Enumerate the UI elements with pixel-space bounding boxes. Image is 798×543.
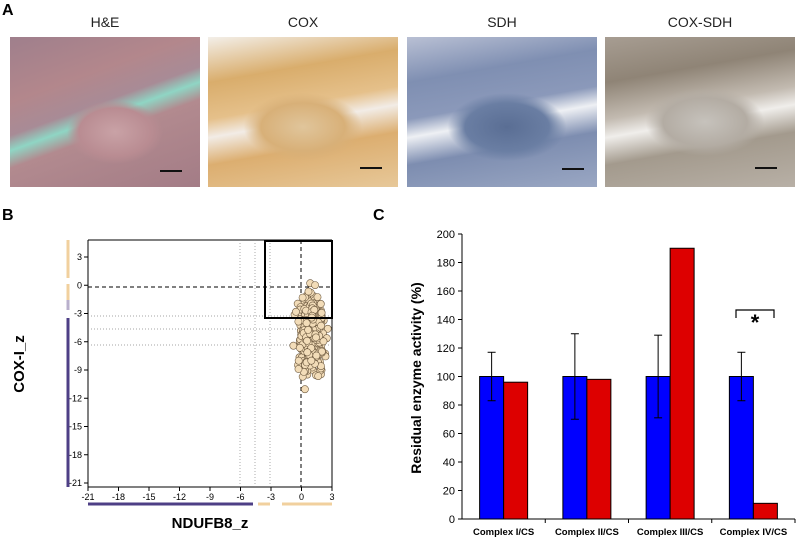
scatter-point (300, 385, 309, 394)
c-y-tick-label: 20 (443, 486, 455, 498)
panel-b-label: B (2, 207, 14, 224)
scatter-point (303, 336, 311, 345)
c-y-tick-label: 140 (437, 315, 455, 327)
y-tick-label: -12 (69, 393, 82, 403)
x-tick-label: -9 (206, 492, 214, 502)
cox-title: COX (287, 14, 319, 30)
c-y-tick-label: 0 (449, 514, 455, 526)
scatter-point (294, 365, 303, 373)
significance-bracket (735, 309, 775, 318)
c-category-label: Complex II/CS (555, 527, 619, 538)
scatter-point (304, 287, 313, 296)
c-category-label: Complex III/CS (637, 527, 704, 538)
scatter-point (302, 319, 311, 327)
x-tick-label: -21 (81, 492, 94, 502)
scatter-point (316, 299, 325, 308)
scatter-point (298, 293, 307, 302)
c-y-tick-label: 120 (437, 343, 455, 355)
scatter-point (317, 347, 326, 356)
scale-bar (562, 168, 584, 170)
c-y-tick-label: 40 (443, 457, 455, 469)
x-tick-label: -3 (267, 492, 275, 502)
panel-c-label: C (373, 207, 385, 224)
scale-bar (755, 167, 777, 169)
y-tick-label: -9 (74, 365, 82, 375)
c-y-tick-label: 80 (443, 400, 455, 412)
scatter-point (289, 341, 298, 350)
normal-region-box (264, 240, 333, 319)
y-tick-label: -6 (74, 337, 82, 347)
x-tick-label: -6 (236, 492, 244, 502)
y-tick-label: -15 (69, 422, 82, 432)
significance-star: * (751, 310, 760, 335)
c-y-tick-label: 200 (437, 229, 455, 241)
scatter-point (294, 317, 303, 326)
scatter-point (311, 281, 319, 289)
scatter-point (303, 348, 312, 357)
y-tick-label: 3 (77, 252, 82, 262)
scatter-point (317, 321, 325, 330)
panel-c-bar-chart: 0 20 40 60 80 100 120 140 160 180 200 Complex I/CS… (408, 229, 796, 538)
y-tick-label: 0 (77, 280, 82, 290)
x-tick-label: -12 (173, 492, 186, 502)
scatter-point (295, 343, 304, 352)
bar-patient (752, 502, 778, 520)
scatter-point (319, 337, 328, 346)
sdh-title: SDH (487, 14, 517, 30)
scatter-point (304, 325, 312, 334)
scatter-point (313, 293, 322, 301)
he-stain-image (10, 37, 200, 187)
panel-b-scatter: -21 -18 -15 -12 -9 -6 -3 0 3 3 0 -3 -6 -9 -12 -15 -18 -2… (11, 239, 335, 532)
scatter-point (294, 356, 303, 365)
bar-patient (669, 247, 695, 520)
y-tick-label: -18 (69, 450, 82, 460)
c-category-label: Complex I/CS (473, 527, 534, 538)
c-category-label: Complex IV/CS (720, 527, 788, 538)
scatter-point (317, 308, 326, 317)
cox-stain-image (208, 37, 398, 187)
bar-patient (586, 378, 612, 520)
y-tick-label: -21 (69, 478, 82, 488)
scale-bar (160, 170, 182, 172)
c-y-tick-label: 160 (437, 286, 455, 298)
scatter-point (314, 372, 323, 380)
x-tick-label: -15 (142, 492, 155, 502)
scatter-point (307, 356, 316, 365)
y-axis-label: COX-I_z (11, 335, 28, 393)
c-y-tick-label: 60 (443, 429, 455, 441)
scatter-point (312, 351, 321, 360)
scatter-cloud (289, 279, 332, 394)
he-title: H&E (90, 14, 120, 30)
bar-patient (503, 381, 529, 520)
scatter-point (292, 307, 300, 316)
c-y-tick-label: 180 (437, 258, 455, 270)
c-y-tick-label: 100 (437, 372, 455, 384)
scale-bar (360, 167, 382, 169)
x-tick-label: 0 (299, 492, 304, 502)
c-y-axis-label: Residual enzyme activity (%) (408, 282, 424, 473)
scatter-point (312, 333, 320, 342)
x-tick-label: 3 (329, 492, 334, 502)
y-tick-label: -3 (74, 309, 82, 319)
cox-sdh-stain-image (605, 37, 795, 187)
panel-a-label: A (2, 2, 14, 19)
cox-sdh-title: COX-SDH (667, 14, 733, 30)
sdh-stain-image (407, 37, 597, 187)
x-axis-label: NDUFB8_z (172, 515, 249, 532)
x-tick-label: -18 (112, 492, 125, 502)
